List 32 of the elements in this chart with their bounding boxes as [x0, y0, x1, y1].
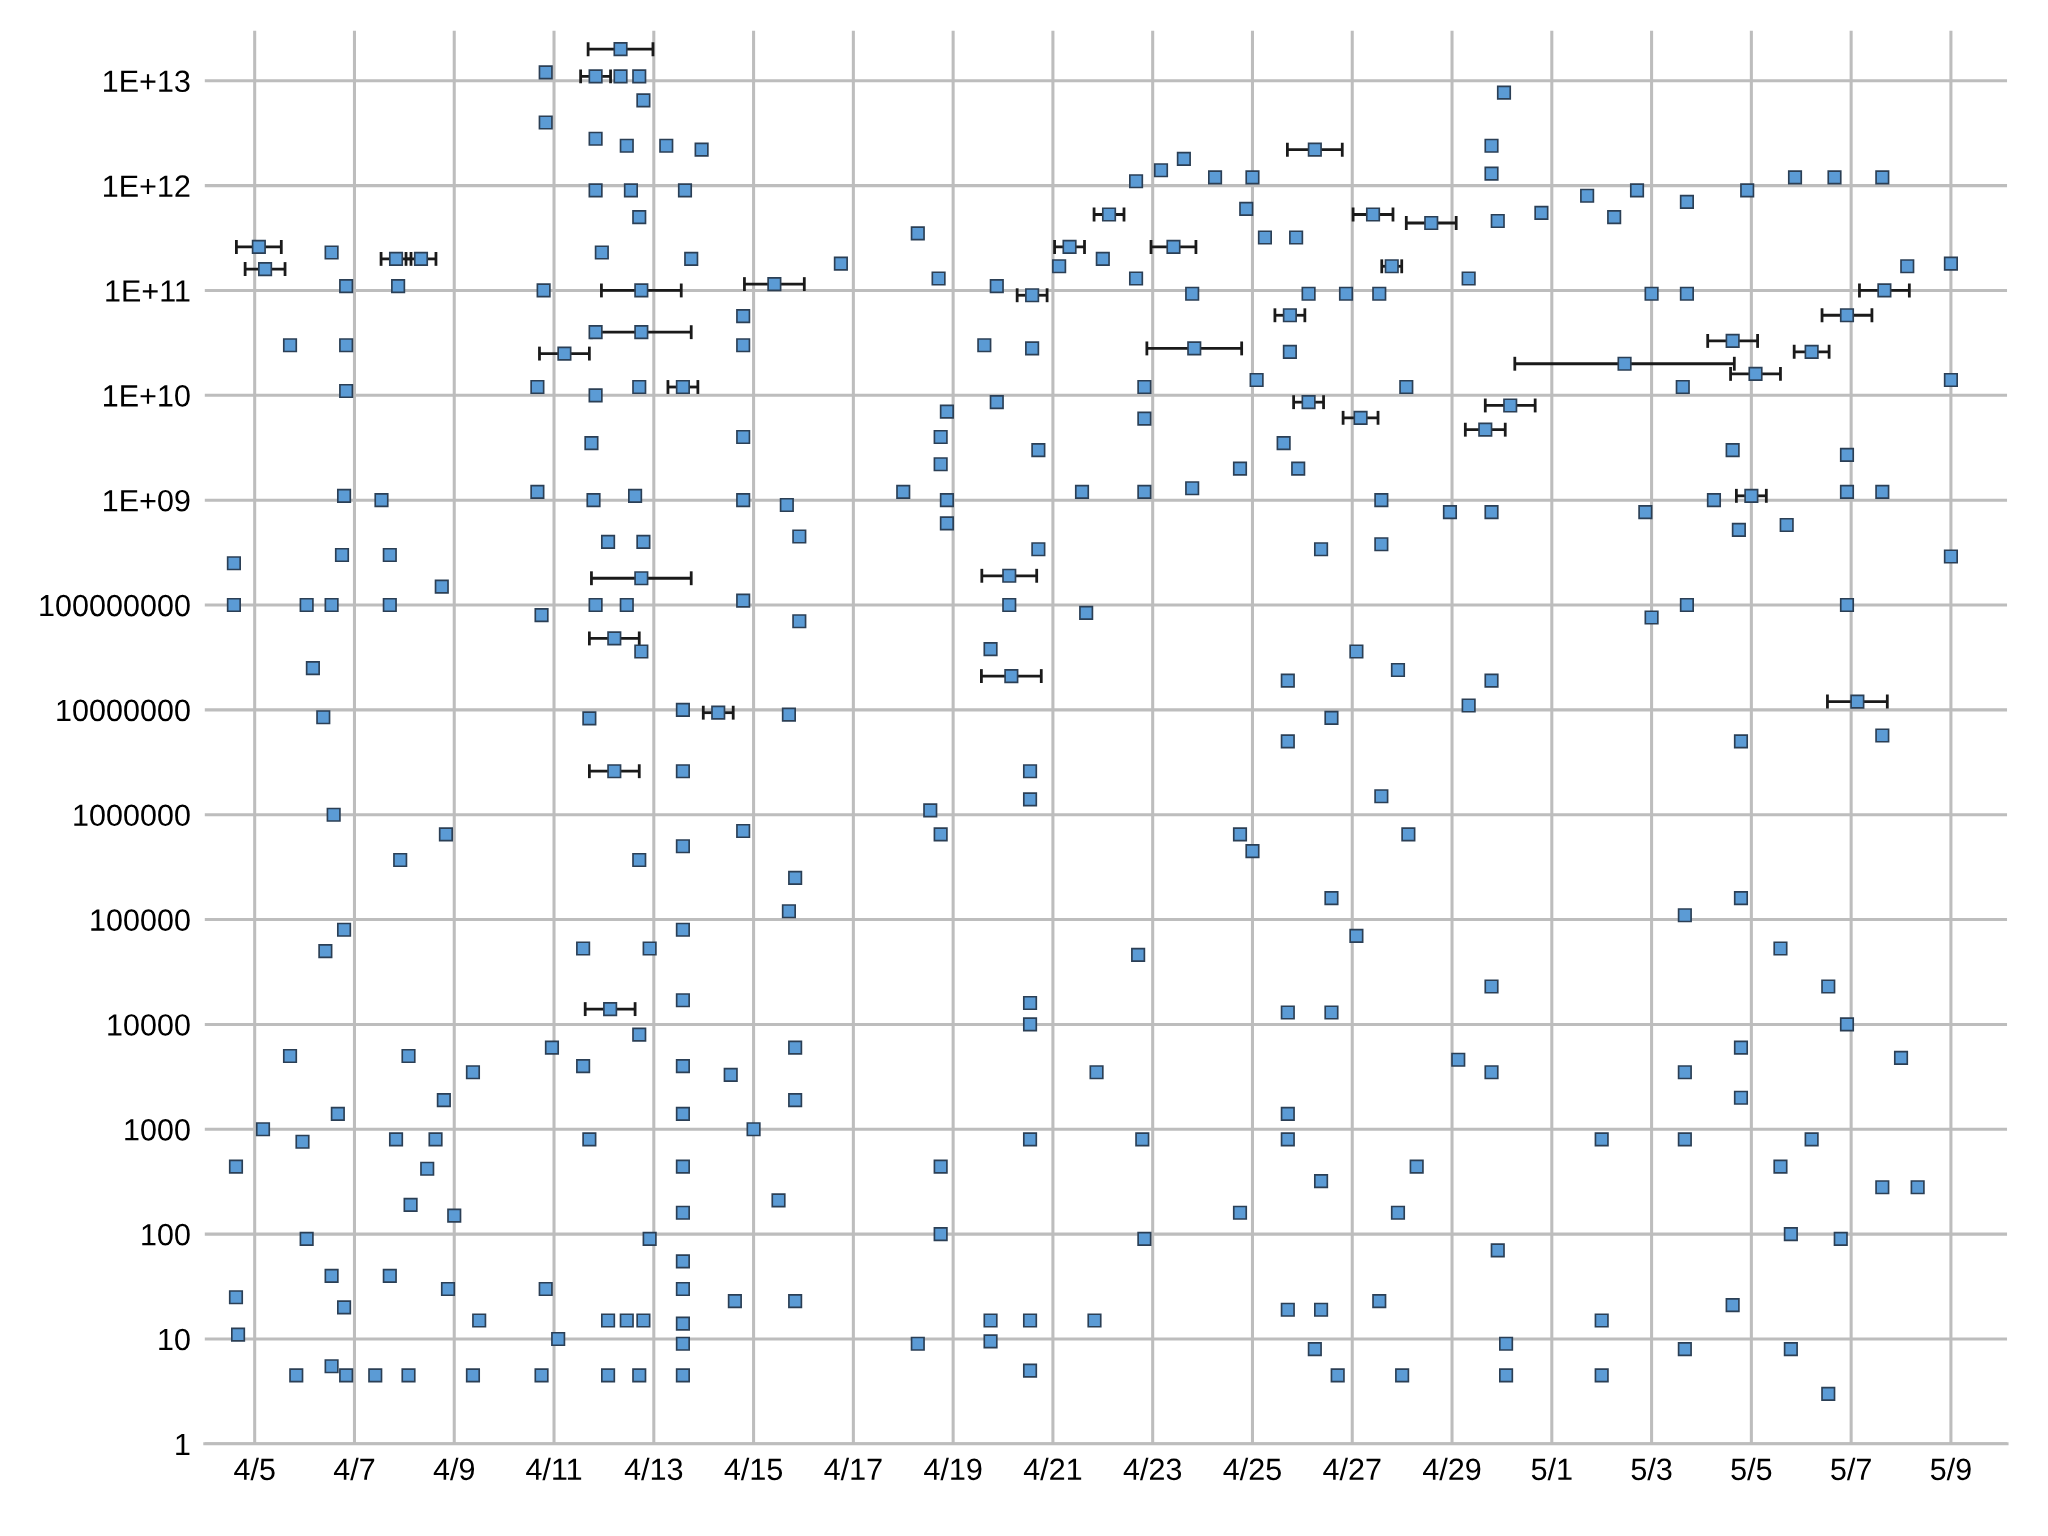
y-tick-label: 100000 — [91, 909, 190, 931]
y-tick-label: 10 — [159, 1328, 190, 1351]
x-tick-label: 5/9 — [1930, 1457, 1971, 1481]
y-tick-label: 100 — [142, 1223, 190, 1246]
x-tick-label: 4/17 — [824, 1457, 882, 1481]
x-tick-label: 5/5 — [1731, 1457, 1772, 1481]
x-tick-label: 4/11 — [526, 1457, 582, 1481]
x-tick-label: 4/9 — [433, 1457, 475, 1481]
x-tick-label: 4/23 — [1123, 1457, 1182, 1481]
x-tick-label: 4/13 — [624, 1457, 683, 1481]
y-tick-label: 1E+09 — [104, 489, 190, 512]
y-tick-label: 1E+12 — [104, 175, 190, 197]
x-tick-label: 5/1 — [1531, 1457, 1572, 1481]
x-tick-label: 4/19 — [924, 1457, 982, 1481]
y-tick-label: 1000000 — [74, 804, 190, 827]
x-tick-label: 5/3 — [1631, 1457, 1672, 1481]
y-tick-label: 1E+13 — [104, 70, 190, 93]
y-tick-label: 1 — [176, 1433, 190, 1455]
y-tick-label: 1000 — [125, 1119, 190, 1141]
x-tick-label: 4/21 — [1023, 1457, 1082, 1481]
x-tick-label: 4/15 — [724, 1457, 783, 1481]
x-tick-label: 4/29 — [1422, 1457, 1481, 1481]
x-tick-label: 4/5 — [234, 1457, 275, 1481]
y-tick-label: 1E+11 — [106, 280, 190, 302]
y-tick-label: 1E+10 — [104, 385, 190, 407]
x-tick-label: 4/27 — [1323, 1457, 1381, 1481]
x-tick-label: 4/25 — [1223, 1457, 1281, 1481]
y-tick-label: 10000000 — [57, 699, 190, 722]
y-tick-label: 100000000 — [40, 594, 190, 617]
x-tick-label: 5/7 — [1831, 1457, 1871, 1481]
y-tick-label: 10000 — [108, 1014, 190, 1036]
x-tick-label: 4/7 — [333, 1457, 375, 1481]
